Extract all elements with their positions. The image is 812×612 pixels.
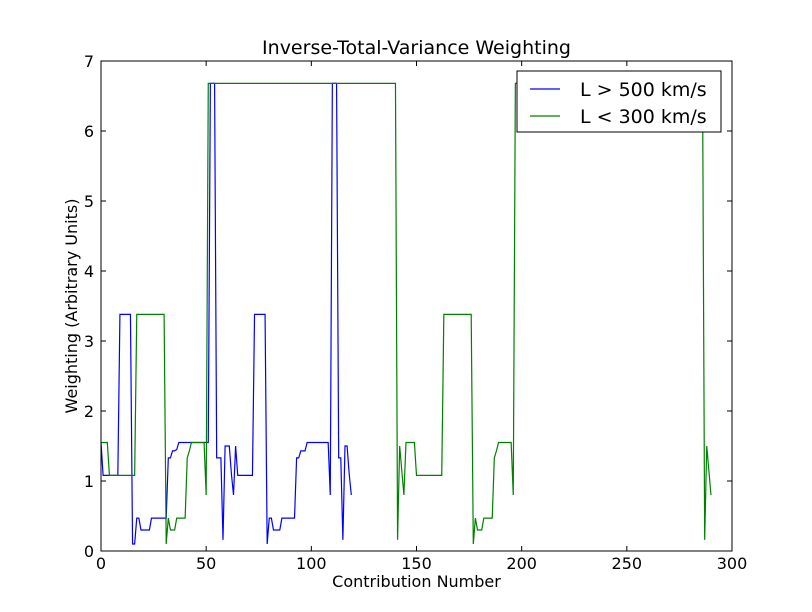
x-tick-label: 0 <box>96 554 106 573</box>
x-tick-label: 250 <box>612 554 643 573</box>
y-tick-label: 7 <box>84 52 94 71</box>
x-tick-label: 50 <box>196 554 216 573</box>
series-line-1 <box>100 82 352 545</box>
y-tick-label: 1 <box>84 472 94 491</box>
y-tick-label: 5 <box>84 192 94 211</box>
legend-box <box>516 70 722 133</box>
x-tick-label: 100 <box>296 554 327 573</box>
chart-title: Inverse-Total-Variance Weighting <box>262 37 571 59</box>
x-tick-label: 150 <box>401 554 432 573</box>
y-tick-label: 4 <box>84 262 94 281</box>
y-axis-label: Weighting (Arbitrary Units) <box>62 199 81 414</box>
y-tick-label: 2 <box>84 402 94 421</box>
x-tick-label: 200 <box>506 554 537 573</box>
plot-area: 0 50 100 150 200 250 300 0 1 2 3 4 5 6 7 <box>84 52 747 573</box>
legend-label-2: L < 300 km/s <box>580 106 707 128</box>
y-tick-label: 0 <box>84 542 94 561</box>
y-tick-label: 6 <box>84 122 94 141</box>
x-tick-label: 300 <box>717 554 748 573</box>
legend-label-1: L > 500 km/s <box>580 79 707 101</box>
y-tick-label: 3 <box>84 332 94 351</box>
legend: L > 500 km/s L < 300 km/s <box>516 70 722 133</box>
series-line-2 <box>101 82 712 545</box>
x-axis-label: Contribution Number <box>332 572 501 591</box>
